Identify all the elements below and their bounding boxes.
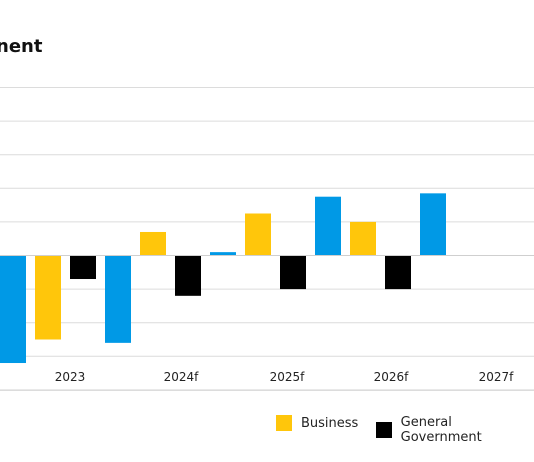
- legend-business-label: Business: [301, 415, 359, 431]
- bar-series-1-2024f: [105, 255, 131, 343]
- bar-business-2025f: [245, 213, 271, 256]
- legend-general-government-swatch: [376, 422, 392, 438]
- legend-business: Business: [276, 415, 358, 431]
- x-tick-label: 2025f: [270, 370, 306, 384]
- bar-series-1-2026f: [315, 196, 341, 256]
- legend-general-government-label: General Government: [400, 415, 482, 445]
- bar-business-2023: [35, 255, 61, 340]
- bar-general-government-2024f: [175, 255, 201, 296]
- chart-title: nent: [0, 36, 43, 57]
- x-tick-label: 2023: [55, 370, 86, 384]
- legend-general-government: General Government: [376, 415, 534, 445]
- bar-general-government-2026f: [385, 255, 411, 290]
- x-tick-label: 2024f: [164, 370, 200, 384]
- bar-general-government-2023: [70, 255, 96, 280]
- bar-business-2026f: [350, 221, 376, 256]
- bar-series-1-2027f: [420, 193, 446, 256]
- x-tick-label: 2027f: [479, 370, 515, 384]
- bar-general-government-2025f: [280, 255, 306, 290]
- x-tick-label: 2026f: [374, 370, 410, 384]
- bar-business-2024f: [140, 231, 166, 256]
- legend-business-swatch: [276, 415, 292, 431]
- bar-series-1-2025f: [210, 252, 236, 256]
- bar-series-1-2023: [0, 255, 26, 364]
